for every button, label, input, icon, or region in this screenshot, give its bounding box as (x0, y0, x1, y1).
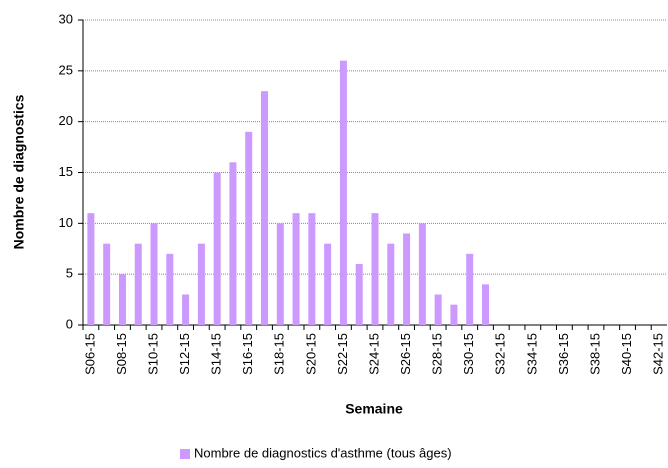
y-tick-label: 0 (66, 316, 73, 331)
bar (466, 253, 474, 325)
x-tick-label: S12-15 (177, 333, 192, 375)
y-tick-label: 30 (59, 11, 73, 26)
x-tick-label: S18-15 (272, 333, 287, 375)
bar (355, 264, 363, 325)
y-tick-label: 20 (59, 113, 73, 128)
bar (276, 223, 284, 325)
x-tick-label: S22-15 (335, 333, 350, 375)
bar (182, 294, 190, 325)
y-tick-label: 25 (59, 62, 73, 77)
bar (166, 253, 174, 325)
x-tick-label: S42-15 (651, 333, 666, 375)
x-tick-label: S40-15 (619, 333, 634, 375)
bar (118, 274, 126, 325)
x-tick-label: S34-15 (524, 333, 539, 375)
bar (197, 243, 205, 325)
x-tick-label: S06-15 (82, 333, 97, 375)
x-tick-label: S24-15 (366, 333, 381, 375)
legend-label: Nombre de diagnostics d'asthme (tous âge… (194, 445, 452, 460)
bar (339, 60, 347, 326)
y-tick-label: 15 (59, 164, 73, 179)
bar (245, 131, 253, 325)
x-tick-label: S38-15 (587, 333, 602, 375)
bar (103, 243, 111, 325)
x-axis-label: Semaine (345, 401, 403, 417)
y-tick-label: 10 (59, 215, 73, 230)
x-tick-label: S28-15 (430, 333, 445, 375)
bar (134, 243, 142, 325)
bar (213, 172, 221, 325)
x-tick-label: S32-15 (493, 333, 508, 375)
bar (87, 213, 95, 325)
x-tick-label: S08-15 (114, 333, 129, 375)
bar (150, 223, 158, 325)
x-tick-label: S10-15 (145, 333, 160, 375)
bar (450, 304, 458, 325)
bar (261, 91, 269, 326)
x-tick-label: S14-15 (209, 333, 224, 375)
bar (371, 213, 379, 325)
bar (229, 162, 237, 325)
bar (403, 233, 411, 325)
bar (434, 294, 442, 325)
x-tick-label: S26-15 (398, 333, 413, 375)
x-tick-label: S36-15 (556, 333, 571, 375)
x-tick-label: S16-15 (240, 333, 255, 375)
legend-swatch (180, 449, 190, 459)
x-tick-label: S30-15 (461, 333, 476, 375)
bar (481, 284, 489, 325)
bar (308, 213, 316, 325)
x-tick-label: S20-15 (303, 333, 318, 375)
y-axis-label: Nombre de diagnostics (11, 94, 27, 249)
bar (387, 243, 395, 325)
bar (324, 243, 332, 325)
bar (292, 213, 300, 325)
y-tick-label: 5 (66, 266, 73, 281)
bar (418, 223, 426, 325)
